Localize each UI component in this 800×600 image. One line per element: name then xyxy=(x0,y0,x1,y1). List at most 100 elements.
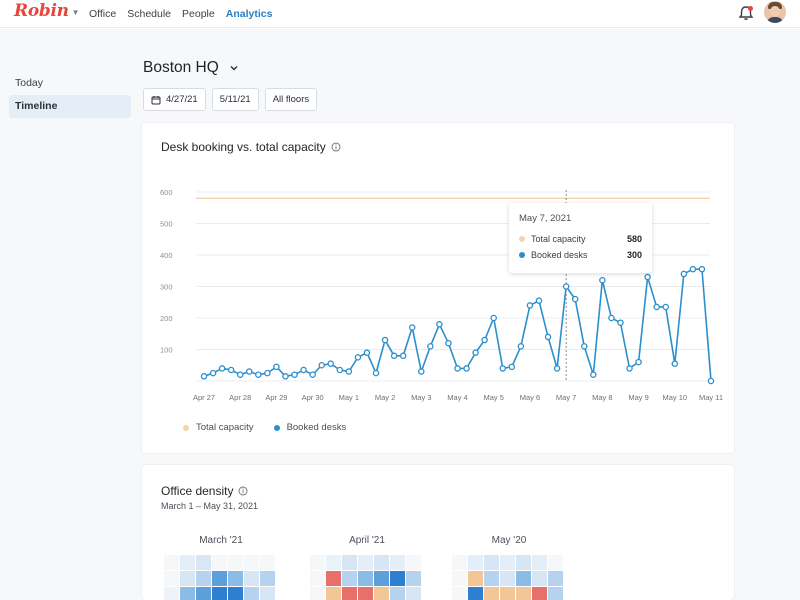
month-april: April '21 xyxy=(310,535,424,600)
heatmap-cell xyxy=(374,571,389,586)
heatmap-cell xyxy=(500,555,515,570)
month-label: April '21 xyxy=(349,535,385,546)
heatmap-cell xyxy=(390,555,405,570)
heatmap-cell xyxy=(196,571,211,586)
heatmap-cell xyxy=(484,571,499,586)
booked-point xyxy=(671,360,679,367)
info-icon[interactable] xyxy=(331,142,341,152)
heatmap-cell xyxy=(180,587,195,600)
legend-capacity-label: Total capacity xyxy=(196,422,254,433)
heatmap-cell xyxy=(180,555,195,570)
x-tick-label: May 5 xyxy=(483,393,503,402)
tooltip-booked-label: Booked desks xyxy=(531,250,588,260)
legend-booked[interactable]: Booked desks xyxy=(273,422,346,433)
heatmap-grid xyxy=(164,555,278,600)
y-tick-label: 200 xyxy=(160,314,173,323)
location-selector[interactable]: Boston HQ xyxy=(143,59,239,77)
booked-point xyxy=(580,343,588,350)
booked-point xyxy=(427,343,434,350)
month-label: May '20 xyxy=(491,535,527,546)
booked-point xyxy=(318,361,325,369)
x-tick-label: Apr 27 xyxy=(193,393,215,402)
nav-office[interactable]: Office xyxy=(89,8,117,20)
heatmap-cell xyxy=(532,555,547,570)
desk-booking-card: 100 200 300 400 500 600 Apr 27 Apr 28 Apr 29 Apr … xyxy=(142,123,734,453)
nav-schedule[interactable]: Schedule xyxy=(127,8,172,20)
booked-point xyxy=(418,368,425,375)
heatmap-cell xyxy=(212,571,227,586)
heatmap-cell xyxy=(532,571,547,586)
sidebar-item-today[interactable]: Today xyxy=(15,77,44,89)
y-tick-label: 600 xyxy=(160,188,173,197)
heatmap-cell xyxy=(164,587,179,600)
floor-label: All floors xyxy=(272,94,310,105)
booked-line xyxy=(203,268,712,382)
heatmap-cell xyxy=(532,587,547,600)
booked-point xyxy=(218,365,226,372)
booked-point xyxy=(454,365,461,372)
avatar[interactable] xyxy=(764,1,786,23)
floor-filter[interactable]: All floors xyxy=(264,88,318,111)
legend-capacity[interactable]: Total capacity xyxy=(183,422,254,433)
booked-point xyxy=(436,321,443,328)
booked-point xyxy=(653,303,660,311)
nav-analytics[interactable]: Analytics xyxy=(225,8,273,20)
y-tick-label: 500 xyxy=(160,220,173,229)
bell-icon[interactable] xyxy=(737,4,755,22)
start-date-filter[interactable]: 4/27/21 xyxy=(143,88,206,111)
filter-bar: 4/27/21 5/11/21 All floors xyxy=(143,88,318,111)
month-march: March '21 xyxy=(164,535,278,600)
heatmap-cell xyxy=(342,555,357,570)
booked-point xyxy=(517,343,525,350)
x-tick-label: May 4 xyxy=(447,393,467,402)
tooltip-date: May 7, 2021 xyxy=(519,213,572,224)
tooltip-booked-value: 300 xyxy=(626,250,642,260)
desk-booking-title-row: Desk booking vs. total capacity xyxy=(161,140,341,154)
card-title: Office density xyxy=(161,484,234,498)
brand-menu[interactable]: Robin ▼ xyxy=(14,1,80,21)
tooltip-capacity-row: Total capacity 580 xyxy=(519,231,642,247)
heatmap-cell xyxy=(468,571,483,586)
robin-logo: Robin xyxy=(14,1,69,21)
booked-point xyxy=(499,365,507,372)
heatmap-cell xyxy=(244,555,259,570)
info-icon[interactable] xyxy=(238,486,248,496)
booked-dot xyxy=(519,252,525,258)
booked-point xyxy=(336,366,344,374)
booked-point xyxy=(408,324,416,331)
y-tick-label: 100 xyxy=(160,346,173,355)
booked-point xyxy=(689,265,697,273)
booked-point xyxy=(617,319,624,326)
heatmap-cell xyxy=(358,587,373,600)
x-tick-label: May 7 xyxy=(556,393,576,402)
end-date-filter[interactable]: 5/11/21 xyxy=(211,88,259,111)
nav-people[interactable]: People xyxy=(182,8,215,20)
legend-booked-swatch xyxy=(273,424,280,431)
booked-point xyxy=(354,354,362,361)
chart-tooltip: May 7, 2021 Total capacity 580 Booked de… xyxy=(509,203,652,273)
heatmap-cell xyxy=(500,587,515,600)
heatmap-cell xyxy=(500,571,515,586)
heatmap-cell xyxy=(196,587,211,600)
heatmap-cell xyxy=(212,587,227,600)
booked-point xyxy=(282,373,289,380)
heatmap-cell xyxy=(310,587,325,600)
month-may: May '20 xyxy=(452,535,566,600)
booked-point xyxy=(463,365,470,372)
card-title: Desk booking vs. total capacity xyxy=(161,140,326,154)
heatmap-cell xyxy=(374,555,389,570)
booked-point xyxy=(236,371,244,378)
booked-point xyxy=(309,371,316,378)
booked-point xyxy=(698,265,706,273)
heatmap-cell xyxy=(260,571,275,586)
booked-point xyxy=(445,339,452,347)
capacity-dot xyxy=(519,236,525,242)
heatmap-cell xyxy=(484,555,499,570)
booked-point xyxy=(662,303,669,311)
heatmap-cell xyxy=(548,587,563,600)
booked-point xyxy=(472,349,479,356)
x-tick-label: May 6 xyxy=(520,393,540,402)
heatmap-cell xyxy=(310,571,325,586)
sidebar-item-timeline[interactable]: Timeline xyxy=(9,95,131,118)
x-tick-label: May 1 xyxy=(339,393,359,402)
